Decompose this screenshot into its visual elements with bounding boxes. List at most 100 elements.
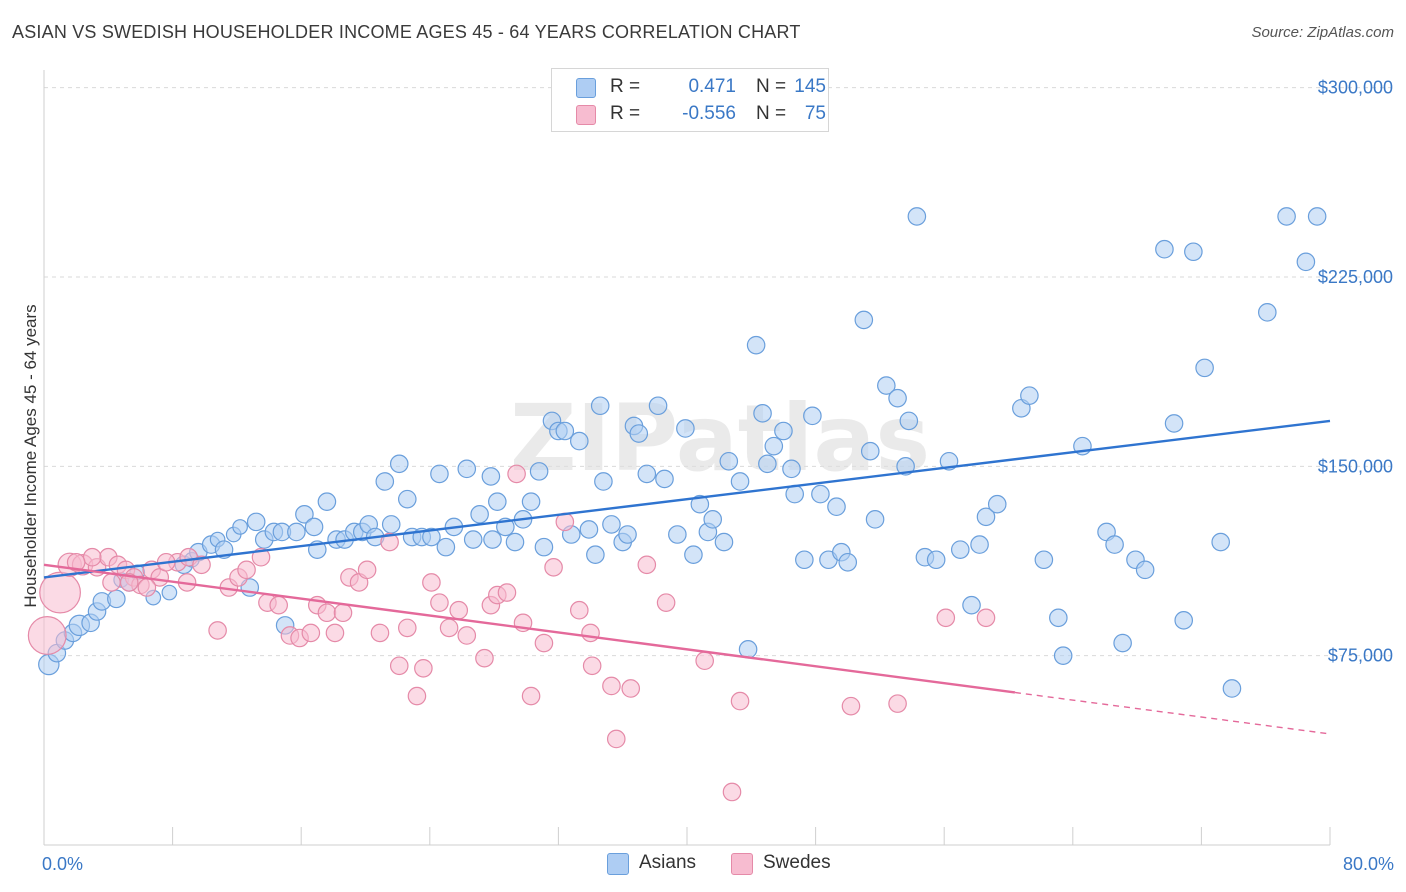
n-value: 75 bbox=[804, 103, 826, 124]
asian-point-117 bbox=[987, 494, 1007, 514]
r-value: -0.556 bbox=[682, 103, 736, 124]
asian-point-105 bbox=[877, 376, 896, 395]
swede-point-37 bbox=[414, 658, 433, 678]
asian-point-65 bbox=[569, 431, 589, 451]
asian-point-135 bbox=[1222, 679, 1242, 698]
asian-point-101 bbox=[838, 552, 858, 572]
asian-point-104 bbox=[865, 510, 885, 529]
asian-point-95 bbox=[795, 550, 814, 570]
swede-point-57 bbox=[606, 729, 626, 749]
y-tick-labels: $75,000 $150,000 $225,000 $300,000 bbox=[1318, 78, 1393, 666]
swede-point-56 bbox=[602, 676, 621, 696]
asian-point-86 bbox=[730, 472, 750, 491]
swede-point-18 bbox=[237, 560, 256, 580]
swede-point-24 bbox=[301, 623, 321, 643]
stats-legend: R = 0.471 N = 145 R = -0.556 N = 75 bbox=[551, 68, 829, 132]
asian-point-63 bbox=[555, 421, 575, 441]
r-label: R = bbox=[610, 103, 641, 124]
asian-point-107 bbox=[896, 457, 915, 476]
asian-point-49 bbox=[457, 459, 477, 479]
axes bbox=[43, 70, 1331, 846]
asian-point-103 bbox=[860, 441, 880, 461]
swede-point-26 bbox=[317, 603, 337, 623]
swede-point-69 bbox=[137, 578, 157, 597]
asian-point-54 bbox=[488, 492, 507, 511]
n-label: N = bbox=[756, 103, 787, 124]
asian-point-96 bbox=[803, 406, 822, 426]
swede-point-54 bbox=[581, 623, 600, 643]
swede-point-33 bbox=[380, 532, 399, 552]
asian-point-32 bbox=[317, 492, 337, 511]
y-tick-label-0: $75,000 bbox=[1328, 646, 1393, 666]
swede-point-21 bbox=[269, 595, 288, 615]
swede-point-14 bbox=[192, 555, 211, 575]
swede-point-72 bbox=[66, 552, 86, 572]
swede-point-59 bbox=[637, 555, 657, 575]
asian-point-47 bbox=[436, 537, 456, 557]
swede-point-66 bbox=[936, 608, 956, 628]
y-tick-label-3: $300,000 bbox=[1318, 78, 1393, 98]
asian-point-29 bbox=[295, 504, 314, 524]
asian-point-134 bbox=[1211, 532, 1230, 552]
swede-point-40 bbox=[439, 618, 459, 638]
asian-point-139 bbox=[1307, 207, 1327, 226]
trend-line-asians bbox=[43, 419, 1331, 579]
asian-point-133 bbox=[1195, 358, 1214, 378]
asian-point-40 bbox=[381, 515, 401, 534]
swede-point-64 bbox=[841, 696, 861, 716]
swede-point-70 bbox=[82, 547, 102, 567]
asian-point-45 bbox=[422, 527, 441, 547]
asian-point-79 bbox=[676, 419, 695, 438]
swede-point-58 bbox=[621, 679, 641, 698]
swede-point-47 bbox=[507, 464, 526, 484]
swedes-legend-label: Swedes bbox=[763, 852, 831, 873]
asian-point-74 bbox=[629, 424, 649, 443]
swede-point-36 bbox=[407, 686, 427, 706]
asian-point-97 bbox=[811, 484, 830, 504]
asian-point-8 bbox=[107, 589, 126, 609]
asian-point-69 bbox=[594, 472, 613, 491]
trend-line-swedes bbox=[43, 563, 1016, 694]
swede-point-67 bbox=[976, 608, 996, 628]
swede-point-0 bbox=[27, 616, 67, 655]
asian-point-78 bbox=[668, 525, 687, 544]
asian-point-137 bbox=[1277, 207, 1296, 226]
asian-point-21 bbox=[232, 519, 248, 535]
swede-point-27 bbox=[325, 623, 345, 643]
trend-lines bbox=[43, 419, 1331, 735]
asian-point-30 bbox=[304, 517, 324, 537]
asian-point-122 bbox=[1053, 646, 1073, 665]
asian-point-77 bbox=[655, 469, 674, 489]
series-swedes bbox=[27, 464, 996, 802]
swede-point-42 bbox=[457, 626, 477, 645]
asian-point-50 bbox=[463, 530, 483, 549]
asian-point-91 bbox=[764, 436, 784, 456]
swede-point-19 bbox=[251, 547, 271, 567]
asian-point-23 bbox=[246, 512, 266, 532]
trend-line-extension-swedes bbox=[1014, 691, 1331, 735]
swede-point-63 bbox=[730, 691, 750, 711]
asians-legend-label: Asians bbox=[639, 852, 697, 873]
asian-point-136 bbox=[1258, 303, 1277, 322]
asian-point-130 bbox=[1164, 414, 1184, 433]
swede-point-65 bbox=[888, 694, 907, 713]
n-value: 145 bbox=[794, 76, 826, 97]
asian-point-93 bbox=[782, 459, 801, 479]
asian-point-115 bbox=[970, 535, 989, 554]
asian-point-89 bbox=[753, 404, 772, 423]
asian-point-92 bbox=[774, 421, 793, 441]
r-label: R = bbox=[610, 76, 641, 97]
swede-point-55 bbox=[582, 656, 602, 676]
swede-point-39 bbox=[430, 593, 449, 612]
swede-point-60 bbox=[656, 593, 676, 612]
asian-point-42 bbox=[397, 489, 417, 509]
asian-point-116 bbox=[976, 507, 996, 527]
asian-point-66 bbox=[579, 520, 599, 539]
swede-point-31 bbox=[357, 560, 377, 580]
x-tick-label-min: 0.0% bbox=[42, 854, 83, 874]
swede-point-32 bbox=[370, 623, 390, 643]
chart-title: ASIAN VS SWEDISH HOUSEHOLDER INCOME AGES… bbox=[12, 22, 801, 42]
asians-swatch bbox=[576, 78, 596, 98]
swede-point-50 bbox=[534, 633, 554, 653]
